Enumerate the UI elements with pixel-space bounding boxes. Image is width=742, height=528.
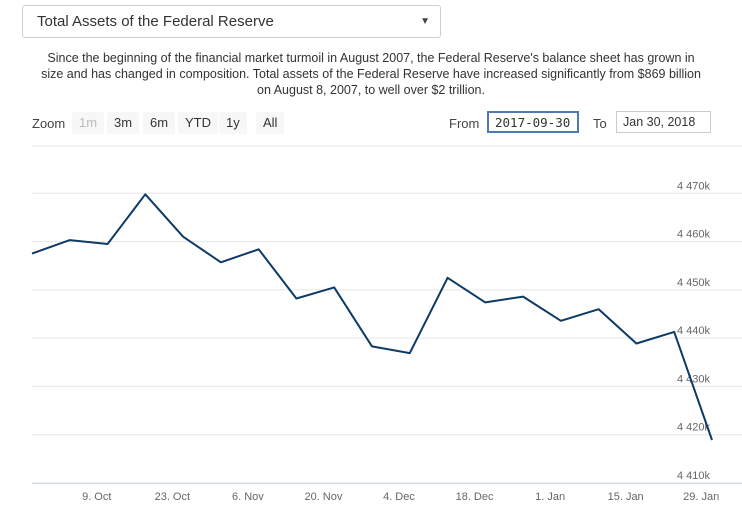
x-tick-label: 1. Jan bbox=[535, 491, 565, 503]
x-tick-label: 6. Nov bbox=[232, 491, 264, 503]
y-tick-label: 4 460k bbox=[677, 229, 711, 241]
chart-grid bbox=[32, 145, 742, 484]
series-selector[interactable]: Total Assets of the Federal Reserve ▼ bbox=[22, 5, 441, 38]
zoom-ytd-button[interactable]: YTD bbox=[178, 112, 218, 134]
to-date-input[interactable] bbox=[616, 111, 711, 133]
y-tick-label: 4 440k bbox=[677, 325, 711, 337]
x-tick-label: 23. Oct bbox=[155, 491, 190, 503]
chart-description: Since the beginning of the financial mar… bbox=[41, 51, 701, 97]
x-tick-label: 15. Jan bbox=[608, 491, 644, 503]
x-tick-label: 4. Dec bbox=[383, 491, 415, 503]
zoom-1m-button[interactable]: 1m bbox=[72, 112, 105, 134]
zoom-6m-button[interactable]: 6m bbox=[143, 112, 176, 134]
series-selector-value: Total Assets of the Federal Reserve bbox=[37, 13, 274, 30]
from-label: From bbox=[449, 116, 480, 131]
zoom-3m-button[interactable]: 3m bbox=[107, 112, 140, 134]
y-axis: 4 410k 4 420k 4 430k 4 440k 4 450k 4 460k 4 47… bbox=[677, 180, 711, 482]
x-tick-label: 20. Nov bbox=[304, 491, 342, 503]
y-tick-label: 4 420k bbox=[677, 422, 711, 434]
from-date-input[interactable] bbox=[487, 111, 579, 133]
chart-area: 4 410k 4 420k 4 430k 4 440k 4 450k 4 460k 4 47… bbox=[0, 145, 742, 523]
x-tick-label: 29. Jan bbox=[683, 491, 719, 503]
to-label: To bbox=[593, 116, 607, 131]
y-tick-label: 4 410k bbox=[677, 470, 711, 482]
y-tick-label: 4 450k bbox=[677, 277, 711, 289]
y-tick-label: 4 470k bbox=[677, 180, 711, 192]
zoom-label: Zoom bbox=[32, 116, 66, 131]
x-tick-label: 18. Dec bbox=[456, 491, 494, 503]
series-line bbox=[31, 193, 713, 441]
x-tick-label: 9. Oct bbox=[82, 491, 111, 503]
y-tick-label: 4 430k bbox=[677, 373, 711, 385]
zoom-1y-button[interactable]: 1y bbox=[219, 112, 247, 134]
zoom-all-button[interactable]: All bbox=[256, 112, 285, 134]
x-axis: 9. Oct 23. Oct 6. Nov 20. Nov 4. Dec 18. Dec 1… bbox=[32, 483, 742, 503]
line-chart: 4 410k 4 420k 4 430k 4 440k 4 450k 4 460k 4 47… bbox=[31, 145, 742, 503]
chart-series bbox=[31, 193, 713, 441]
chevron-down-icon: ▼ bbox=[420, 16, 430, 27]
range-selector: Zoom 1m 3m 6m YTD 1y All From To bbox=[0, 110, 742, 138]
